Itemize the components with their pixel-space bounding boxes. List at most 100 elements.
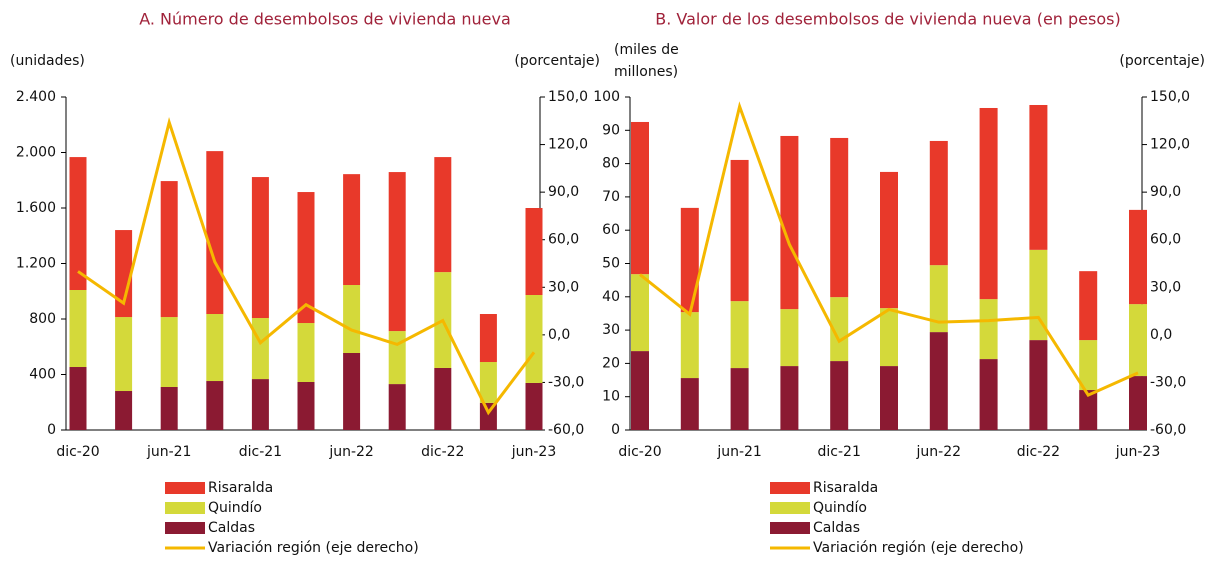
legend-swatch: [165, 482, 205, 494]
y2-tick-label: 60,0: [548, 232, 579, 248]
bar-segment: [1129, 376, 1147, 430]
bar-segment: [251, 177, 269, 319]
y2-tick-label: 120,0: [548, 137, 588, 153]
bar-segment: [160, 317, 178, 387]
y-tick-label: 10: [602, 389, 620, 405]
bar-segment: [69, 290, 87, 368]
bar-segment: [343, 285, 361, 353]
bar-segment: [680, 312, 699, 379]
y-tick-label: 40: [602, 289, 620, 305]
line-series: [77, 116, 536, 416]
x-tick-label: dic-21: [239, 444, 282, 460]
y-tick-label: 20: [602, 355, 620, 371]
y2-tick-label: -60,0: [1150, 422, 1186, 438]
bar-segment: [160, 181, 178, 318]
y2-tick-label: 90,0: [1150, 184, 1181, 200]
bar-segment: [206, 381, 224, 430]
legend-swatch: [770, 482, 810, 494]
legend-label: Quindío: [813, 500, 867, 516]
bar-segment: [160, 386, 178, 430]
bar-segment: [525, 208, 543, 295]
legend-label: Quindío: [208, 500, 262, 516]
legend-label: Caldas: [813, 520, 860, 536]
bar-segment: [115, 230, 133, 318]
legend-label: Variación región (eje derecho): [813, 540, 1024, 556]
chart-title: B. Valor de los desembolsos de vivienda …: [655, 10, 1120, 29]
y-tick-label: 1.200: [16, 256, 56, 272]
bar-segment: [929, 332, 948, 430]
bar-segment: [388, 331, 406, 385]
bar-segment: [830, 361, 849, 430]
bar-segment: [880, 366, 898, 430]
bar-segment: [830, 137, 849, 298]
legend-label: Risaralda: [208, 480, 273, 496]
bar-segment: [479, 402, 497, 430]
y-tick-label: 2.000: [16, 145, 56, 161]
x-tick-label: dic-22: [1017, 444, 1060, 460]
legend-swatch: [165, 502, 205, 514]
bar-segment: [1029, 104, 1048, 250]
y2-tick-label: -30,0: [1150, 374, 1186, 390]
y2-tick-label: 30,0: [548, 279, 579, 295]
bar-segment: [979, 299, 998, 360]
y-tick-label: 0: [611, 422, 620, 438]
legend-label: Risaralda: [813, 480, 878, 496]
bar-segment: [434, 157, 452, 273]
bar-segment: [780, 309, 799, 367]
legend-label: Variación región (eje derecho): [208, 540, 419, 556]
bar-segment: [343, 352, 361, 430]
bar-segment: [115, 317, 133, 392]
bar-segment: [1129, 304, 1147, 377]
bar-segment: [343, 174, 361, 286]
y-tick-label: 400: [29, 367, 56, 383]
y-tick-label: 70: [602, 189, 620, 205]
bar-segment: [388, 172, 406, 332]
bar-segment: [479, 314, 497, 363]
y-axis-label: (unidades): [10, 53, 85, 69]
bar-segment: [830, 297, 849, 362]
y-tick-label: 2.400: [16, 89, 56, 105]
y-tick-label: 1.600: [16, 200, 56, 216]
y2-tick-label: 60,0: [1150, 232, 1181, 248]
y2-tick-label: 150,0: [548, 89, 588, 105]
x-tick-label: jun-22: [916, 444, 962, 460]
y2-tick-label: 0,0: [1150, 327, 1172, 343]
bar-segment: [1079, 340, 1098, 391]
y-tick-label: 800: [29, 311, 56, 327]
x-tick-label: jun-23: [1115, 444, 1161, 460]
x-tick-label: dic-22: [421, 444, 464, 460]
x-tick-label: dic-21: [818, 444, 861, 460]
x-tick-label: jun-22: [328, 444, 374, 460]
y-tick-label: 90: [602, 122, 620, 138]
bar-segment: [730, 159, 749, 302]
x-tick-label: jun-23: [511, 444, 557, 460]
bar-segment: [525, 294, 543, 383]
x-tick-label: jun-21: [146, 444, 192, 460]
bar-segment: [297, 381, 315, 430]
bar-segment: [434, 367, 452, 430]
y2-tick-label: 0,0: [548, 327, 570, 343]
bar-segment: [1079, 390, 1098, 430]
bar-segment: [297, 323, 315, 382]
bar-segment: [631, 274, 649, 352]
legend-swatch: [165, 522, 205, 534]
legend-swatch: [770, 522, 810, 534]
bar-segment: [1079, 271, 1098, 341]
line-series: [639, 101, 1139, 398]
y2-axis-label: (porcentaje): [514, 53, 600, 69]
bar-segment: [929, 265, 948, 333]
y-tick-label: 0: [47, 422, 56, 438]
y2-tick-label: 150,0: [1150, 89, 1190, 105]
bar-segment: [631, 351, 649, 430]
y2-axis-label: (porcentaje): [1119, 53, 1205, 69]
bar-segment: [251, 318, 269, 380]
x-tick-label: jun-21: [716, 444, 762, 460]
bar-segment: [69, 367, 87, 430]
bar-segment: [780, 366, 799, 430]
chart-title: A. Número de desembolsos de vivienda nue…: [139, 10, 511, 29]
bar-segment: [1029, 340, 1048, 430]
bar-segment: [730, 368, 749, 430]
bar-segment: [680, 378, 699, 430]
y2-tick-label: -60,0: [548, 422, 584, 438]
